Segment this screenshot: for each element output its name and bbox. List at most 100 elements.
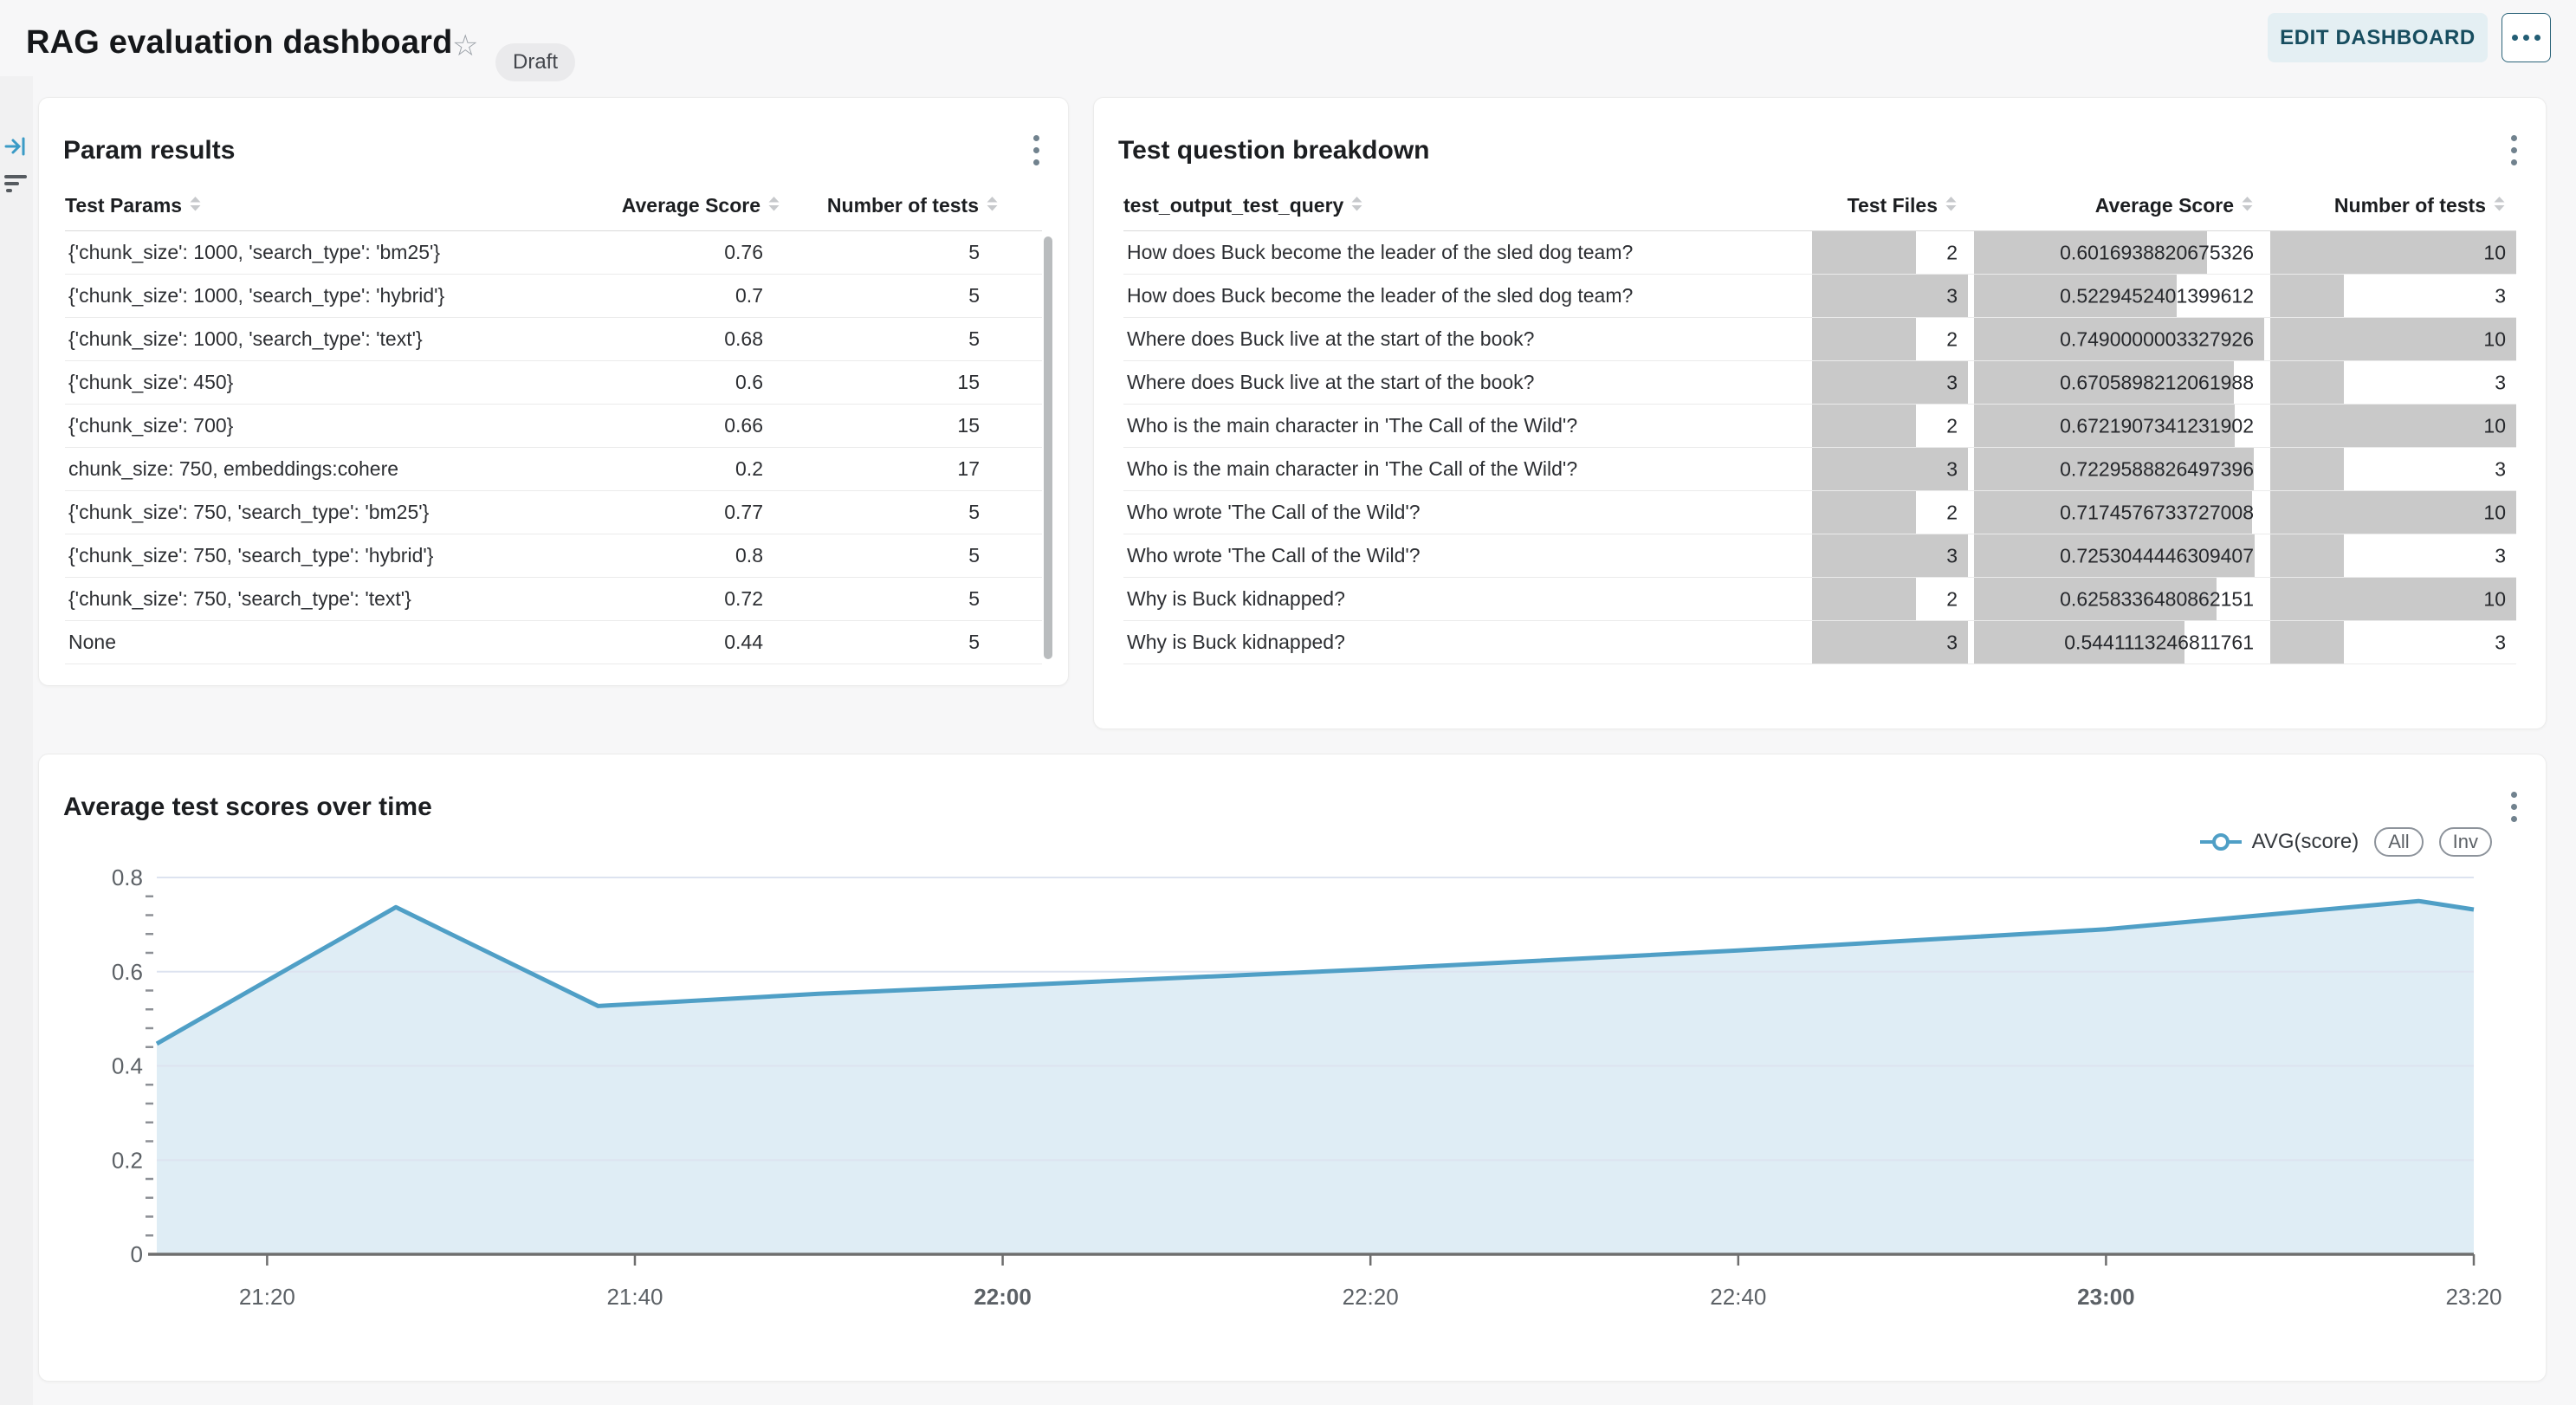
expand-panel-icon[interactable]	[4, 135, 27, 158]
cell-test-files: 2	[1812, 405, 1968, 447]
panel-title: Average test scores over time	[63, 793, 432, 821]
cell-test-files: 3	[1812, 621, 1968, 664]
cell-value: 3	[1946, 457, 1958, 480]
cell-average-score: 0.72	[724, 587, 763, 610]
legend-label: AVG(score)	[2251, 830, 2359, 853]
svg-text:21:20: 21:20	[239, 1284, 295, 1310]
column-header-query[interactable]: test_output_test_query	[1123, 194, 1806, 217]
column-header-test-params[interactable]: Test Params	[65, 194, 600, 217]
cell-value: 3	[2495, 457, 2506, 480]
cell-value: 10	[2483, 414, 2506, 437]
favorite-star-icon[interactable]: ☆	[452, 29, 479, 62]
cell-average-score: 0.44	[724, 631, 763, 653]
data-bar	[1812, 448, 1968, 490]
cell-average-score: 0.6705898212061988	[1974, 361, 2264, 404]
cell-test-files: 3	[1812, 361, 1968, 404]
table-row: {'chunk_size': 750, 'search_type': 'bm25…	[65, 491, 1042, 534]
cell-value: 0.5441113246811761	[2064, 631, 2254, 653]
svg-text:0: 0	[131, 1241, 143, 1267]
cell-number-of-tests: 3	[2270, 448, 2516, 490]
table-row: {'chunk_size': 700} 0.66 15	[65, 405, 1042, 448]
column-header-average-score[interactable]: Average Score	[600, 194, 825, 217]
cell-value: 0.6258336480862151	[2060, 587, 2254, 610]
data-bar	[1812, 621, 1968, 664]
data-bar	[1974, 448, 2255, 490]
edit-dashboard-button[interactable]: EDIT DASHBOARD	[2268, 13, 2488, 62]
legend-inv-button[interactable]: Inv	[2438, 827, 2492, 857]
cell-number-of-tests: 3	[2270, 275, 2516, 317]
cell-number-of-tests: 15	[957, 371, 980, 393]
cell-number-of-tests: 3	[2270, 534, 2516, 577]
svg-text:0.6: 0.6	[112, 959, 143, 985]
cell-test-files: 2	[1812, 231, 1968, 274]
table-scrollbar[interactable]	[1044, 236, 1052, 659]
cell-value: 0.7229588826497396	[2060, 457, 2254, 480]
cell-query: Who is the main character in 'The Call o…	[1127, 457, 1578, 480]
cell-value: 0.6705898212061988	[2060, 371, 2254, 393]
cell-average-score: 0.5229452401399612	[1974, 275, 2264, 317]
table-row: Who wrote 'The Call of the Wild'? 2 0.7174…	[1123, 491, 2516, 534]
svg-text:23:20: 23:20	[2445, 1284, 2502, 1310]
cell-value: 3	[2495, 371, 2506, 393]
page-header: RAG evaluation dashboard ☆ Draft EDIT DA…	[0, 0, 2576, 81]
filter-list-icon[interactable]	[4, 172, 27, 194]
cell-value: 3	[1946, 371, 1958, 393]
cell-number-of-tests: 10	[2270, 578, 2516, 620]
cell-number-of-tests: 5	[968, 284, 980, 307]
table-row: Why is Buck kidnapped? 2 0.625833648086215…	[1123, 578, 2516, 621]
column-header-test-files[interactable]: Test Files	[1812, 194, 1968, 217]
cell-number-of-tests: 5	[968, 544, 980, 567]
cell-value: 0.7253044446309407	[2060, 544, 2254, 567]
question-breakdown-panel: Test question breakdown test_output_test…	[1093, 97, 2547, 729]
cell-average-score: 0.6016938820675326	[1974, 231, 2264, 274]
cell-value: 10	[2483, 241, 2506, 263]
cell-value: 2	[1946, 327, 1958, 350]
table-row: None 0.44 5	[65, 621, 1042, 664]
cell-test-files: 3	[1812, 448, 1968, 490]
legend-all-button[interactable]: All	[2374, 827, 2424, 857]
table-row: chunk_size: 750, embeddings:cohere 0.2 17	[65, 448, 1042, 491]
data-bar	[1812, 578, 1916, 620]
question-breakdown-rows: How does Buck become the leader of the s…	[1123, 231, 2516, 664]
cell-test-params: {'chunk_size': 1000, 'search_type': 'tex…	[68, 327, 423, 350]
table-row: {'chunk_size': 450} 0.6 15	[65, 361, 1042, 405]
cell-query: Why is Buck kidnapped?	[1127, 631, 1345, 653]
cell-query: Where does Buck live at the start of the…	[1127, 371, 1535, 393]
cell-query: Why is Buck kidnapped?	[1127, 587, 1345, 610]
legend-item-avg-score[interactable]: AVG(score)	[2199, 830, 2359, 854]
cell-number-of-tests: 5	[968, 631, 980, 653]
panel-menu-button[interactable]	[1023, 131, 1049, 169]
cell-average-score: 0.7490000003327926	[1974, 318, 2264, 360]
panel-menu-button[interactable]	[2501, 131, 2527, 169]
data-bar	[1812, 361, 1968, 404]
data-bar	[1812, 231, 1916, 274]
cell-average-score: 0.6	[735, 371, 763, 393]
cell-value: 0.6016938820675326	[2060, 241, 2254, 263]
cell-value: 2	[1946, 414, 1958, 437]
table-row: Where does Buck live at the start of the…	[1123, 361, 2516, 405]
table-header-row: test_output_test_query Test Files Averag…	[1123, 181, 2516, 231]
cell-value: 2	[1946, 501, 1958, 523]
cell-average-score: 0.2	[735, 457, 763, 480]
table-row: Why is Buck kidnapped? 3 0.544111324681176…	[1123, 621, 2516, 664]
panel-menu-button[interactable]	[2501, 787, 2527, 826]
svg-text:22:20: 22:20	[1343, 1284, 1399, 1310]
data-bar	[1812, 275, 1968, 317]
cell-test-params: {'chunk_size': 750, 'search_type': 'bm25…	[68, 501, 430, 523]
svg-text:21:40: 21:40	[606, 1284, 663, 1310]
table-row: {'chunk_size': 750, 'search_type': 'text…	[65, 578, 1042, 621]
data-bar	[1974, 231, 2208, 274]
column-header-average-score[interactable]: Average Score	[1974, 194, 2264, 217]
cell-number-of-tests: 5	[968, 327, 980, 350]
header-more-menu-button[interactable]	[2502, 13, 2551, 62]
column-header-number-of-tests[interactable]: Number of tests	[825, 194, 1042, 217]
cell-average-score: 0.68	[724, 327, 763, 350]
cell-value: 2	[1946, 587, 1958, 610]
param-results-table: Test Params Average Score Number of test…	[65, 181, 1042, 664]
table-row: Who wrote 'The Call of the Wild'? 3 0.7253…	[1123, 534, 2516, 578]
data-bar	[2270, 578, 2516, 620]
data-bar	[1974, 361, 2234, 404]
column-header-number-of-tests[interactable]: Number of tests	[2270, 194, 2516, 217]
data-bar	[2270, 361, 2345, 404]
svg-text:0.2: 0.2	[112, 1147, 143, 1173]
